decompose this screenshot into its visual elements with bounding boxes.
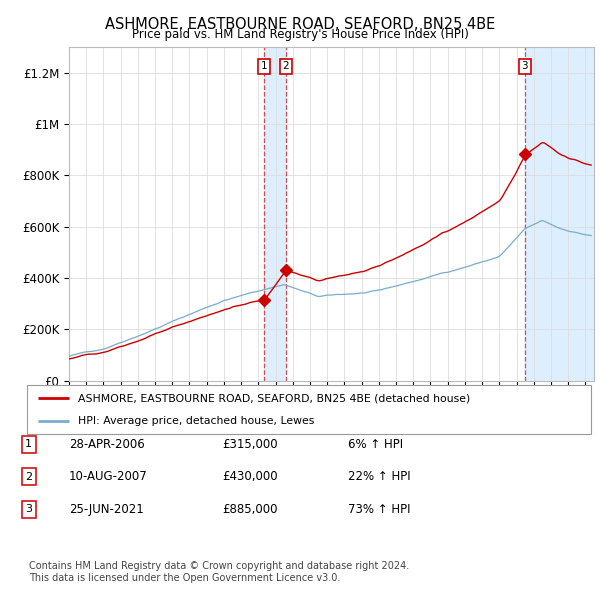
Text: 6% ↑ HPI: 6% ↑ HPI [348,438,403,451]
Text: £430,000: £430,000 [222,470,278,483]
Text: 2: 2 [283,61,289,71]
Text: 73% ↑ HPI: 73% ↑ HPI [348,503,410,516]
Text: Contains HM Land Registry data © Crown copyright and database right 2024.
This d: Contains HM Land Registry data © Crown c… [29,561,409,583]
Text: 10-AUG-2007: 10-AUG-2007 [69,470,148,483]
Bar [525,47,594,381]
Text: 28-APR-2006: 28-APR-2006 [69,438,145,451]
Text: 3: 3 [25,504,32,514]
Text: ASHMORE, EASTBOURNE ROAD, SEAFORD, BN25 4BE: ASHMORE, EASTBOURNE ROAD, SEAFORD, BN25 … [105,17,495,31]
Text: HPI: Average price, detached house, Lewes: HPI: Average price, detached house, Lewe… [78,415,314,425]
FancyBboxPatch shape [27,385,591,434]
Text: 3: 3 [521,61,528,71]
Text: ASHMORE, EASTBOURNE ROAD, SEAFORD, BN25 4BE (detached house): ASHMORE, EASTBOURNE ROAD, SEAFORD, BN25 … [78,394,470,404]
Text: £885,000: £885,000 [222,503,277,516]
Text: 22% ↑ HPI: 22% ↑ HPI [348,470,410,483]
Text: 2: 2 [25,472,32,481]
Text: 1: 1 [261,61,268,71]
Text: Price paid vs. HM Land Registry's House Price Index (HPI): Price paid vs. HM Land Registry's House … [131,28,469,41]
Text: 1: 1 [25,440,32,449]
Bar [264,47,286,381]
Text: 25-JUN-2021: 25-JUN-2021 [69,503,144,516]
Text: £315,000: £315,000 [222,438,278,451]
